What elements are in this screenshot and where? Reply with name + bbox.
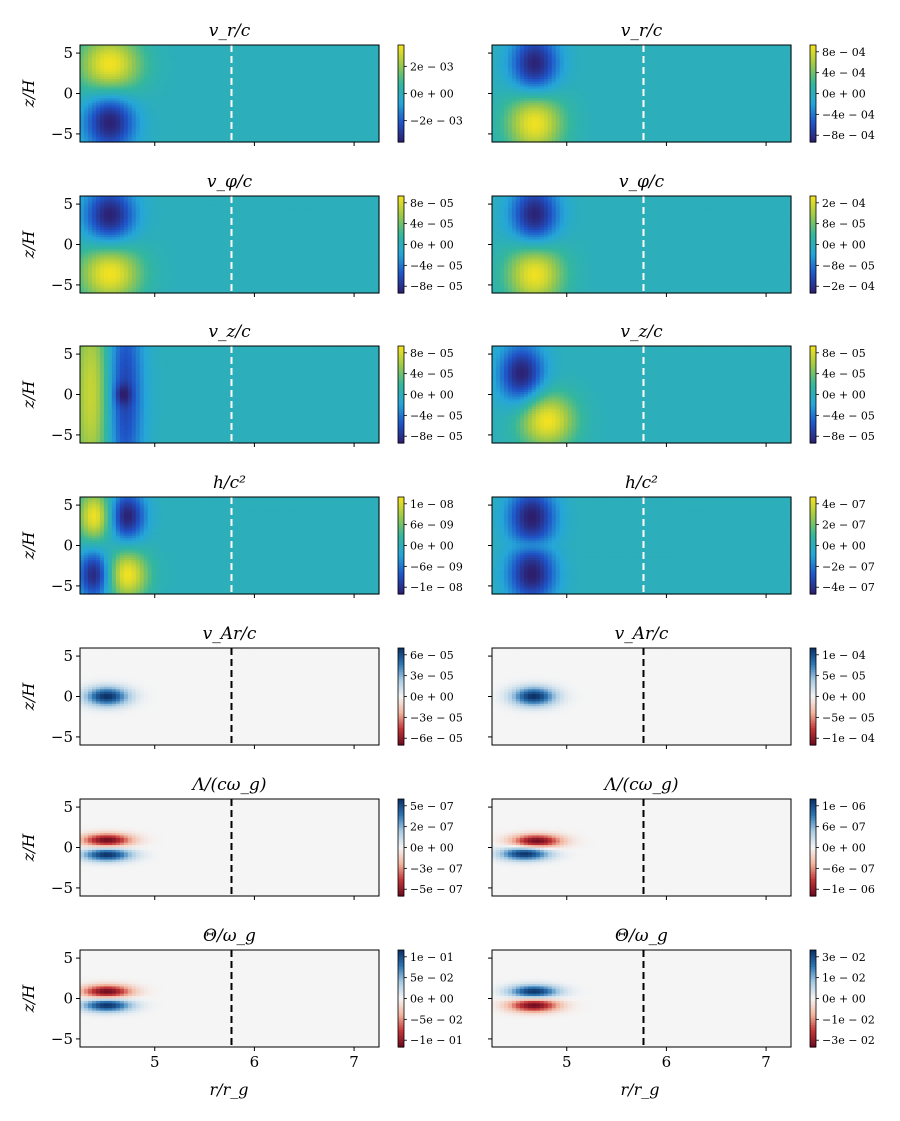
x-axis-label-right: r/r_g [621, 1080, 660, 1099]
heatmap [80, 45, 380, 143]
figure: r/r_g r/r_g v_r/c50−5z/H2e − 030e + 00−2… [0, 0, 900, 1121]
x-axis-label-left: r/r_g [210, 1080, 249, 1099]
